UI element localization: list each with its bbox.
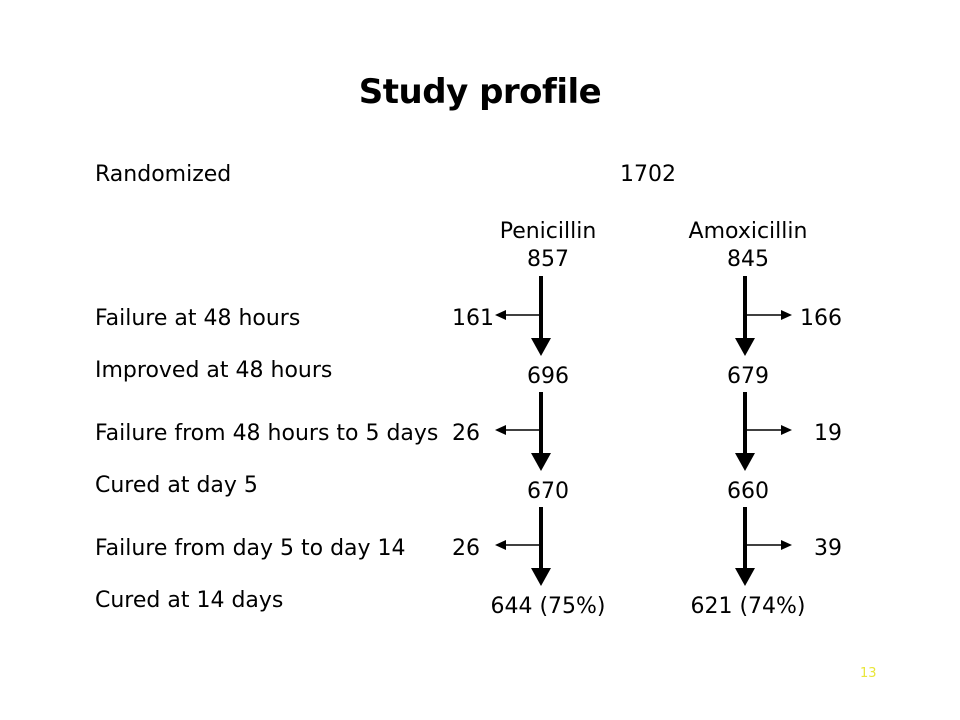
amoxicillin-arrow-3 <box>735 507 755 586</box>
row-label-cured-day5: Cured at day 5 <box>95 473 258 498</box>
amoxicillin-arrow-1 <box>735 276 755 356</box>
slide-title: Study profile <box>358 72 602 112</box>
amoxicillin-side-arrow-2 <box>747 425 792 435</box>
penicillin-arrow-3 <box>531 507 551 586</box>
arm-name-amoxicillin: Amoxicillin <box>688 219 808 244</box>
amoxicillin-side-arrow-1 <box>747 310 792 320</box>
arm-n-penicillin: 857 <box>527 247 569 272</box>
row-label-cured-14d: Cured at 14 days <box>95 588 284 613</box>
arm-name-penicillin: Penicillin <box>499 219 597 244</box>
penicillin-side-arrow-2 <box>495 425 539 435</box>
amoxicillin-failure-5-14: 39 <box>814 536 842 561</box>
amoxicillin-failure-48h-5d: 19 <box>814 421 842 446</box>
amoxicillin-cured-14d: 621 (74%) <box>690 594 806 619</box>
row-label-failure-5-14: Failure from day 5 to day 14 <box>95 536 406 561</box>
row-label-failure-48h: Failure at 48 hours <box>95 306 301 331</box>
amoxicillin-failure-48h: 166 <box>800 306 842 331</box>
penicillin-cured-day5: 670 <box>527 479 569 504</box>
penicillin-arrow-2 <box>531 392 551 471</box>
penicillin-cured-14d: 644 (75%) <box>490 594 606 619</box>
penicillin-side-arrow-1 <box>495 310 539 320</box>
row-label-improved-48h: Improved at 48 hours <box>95 358 333 383</box>
penicillin-improved-48h: 696 <box>527 364 569 389</box>
penicillin-failure-48h-5d: 26 <box>452 421 480 446</box>
amoxicillin-side-arrow-3 <box>747 540 792 550</box>
page-number: 13 <box>860 666 877 681</box>
amoxicillin-cured-day5: 660 <box>727 479 769 504</box>
total-randomized: 1702 <box>620 162 676 187</box>
amoxicillin-arrow-2 <box>735 392 755 471</box>
penicillin-side-arrow-3 <box>495 540 539 550</box>
row-label-randomized: Randomized <box>95 162 232 187</box>
arm-n-amoxicillin: 845 <box>727 247 769 272</box>
penicillin-arrow-1 <box>531 276 551 356</box>
row-label-failure-48h-5d: Failure from 48 hours to 5 days <box>95 421 439 446</box>
penicillin-failure-5-14: 26 <box>452 536 480 561</box>
amoxicillin-improved-48h: 679 <box>727 364 769 389</box>
penicillin-failure-48h: 161 <box>452 306 494 331</box>
